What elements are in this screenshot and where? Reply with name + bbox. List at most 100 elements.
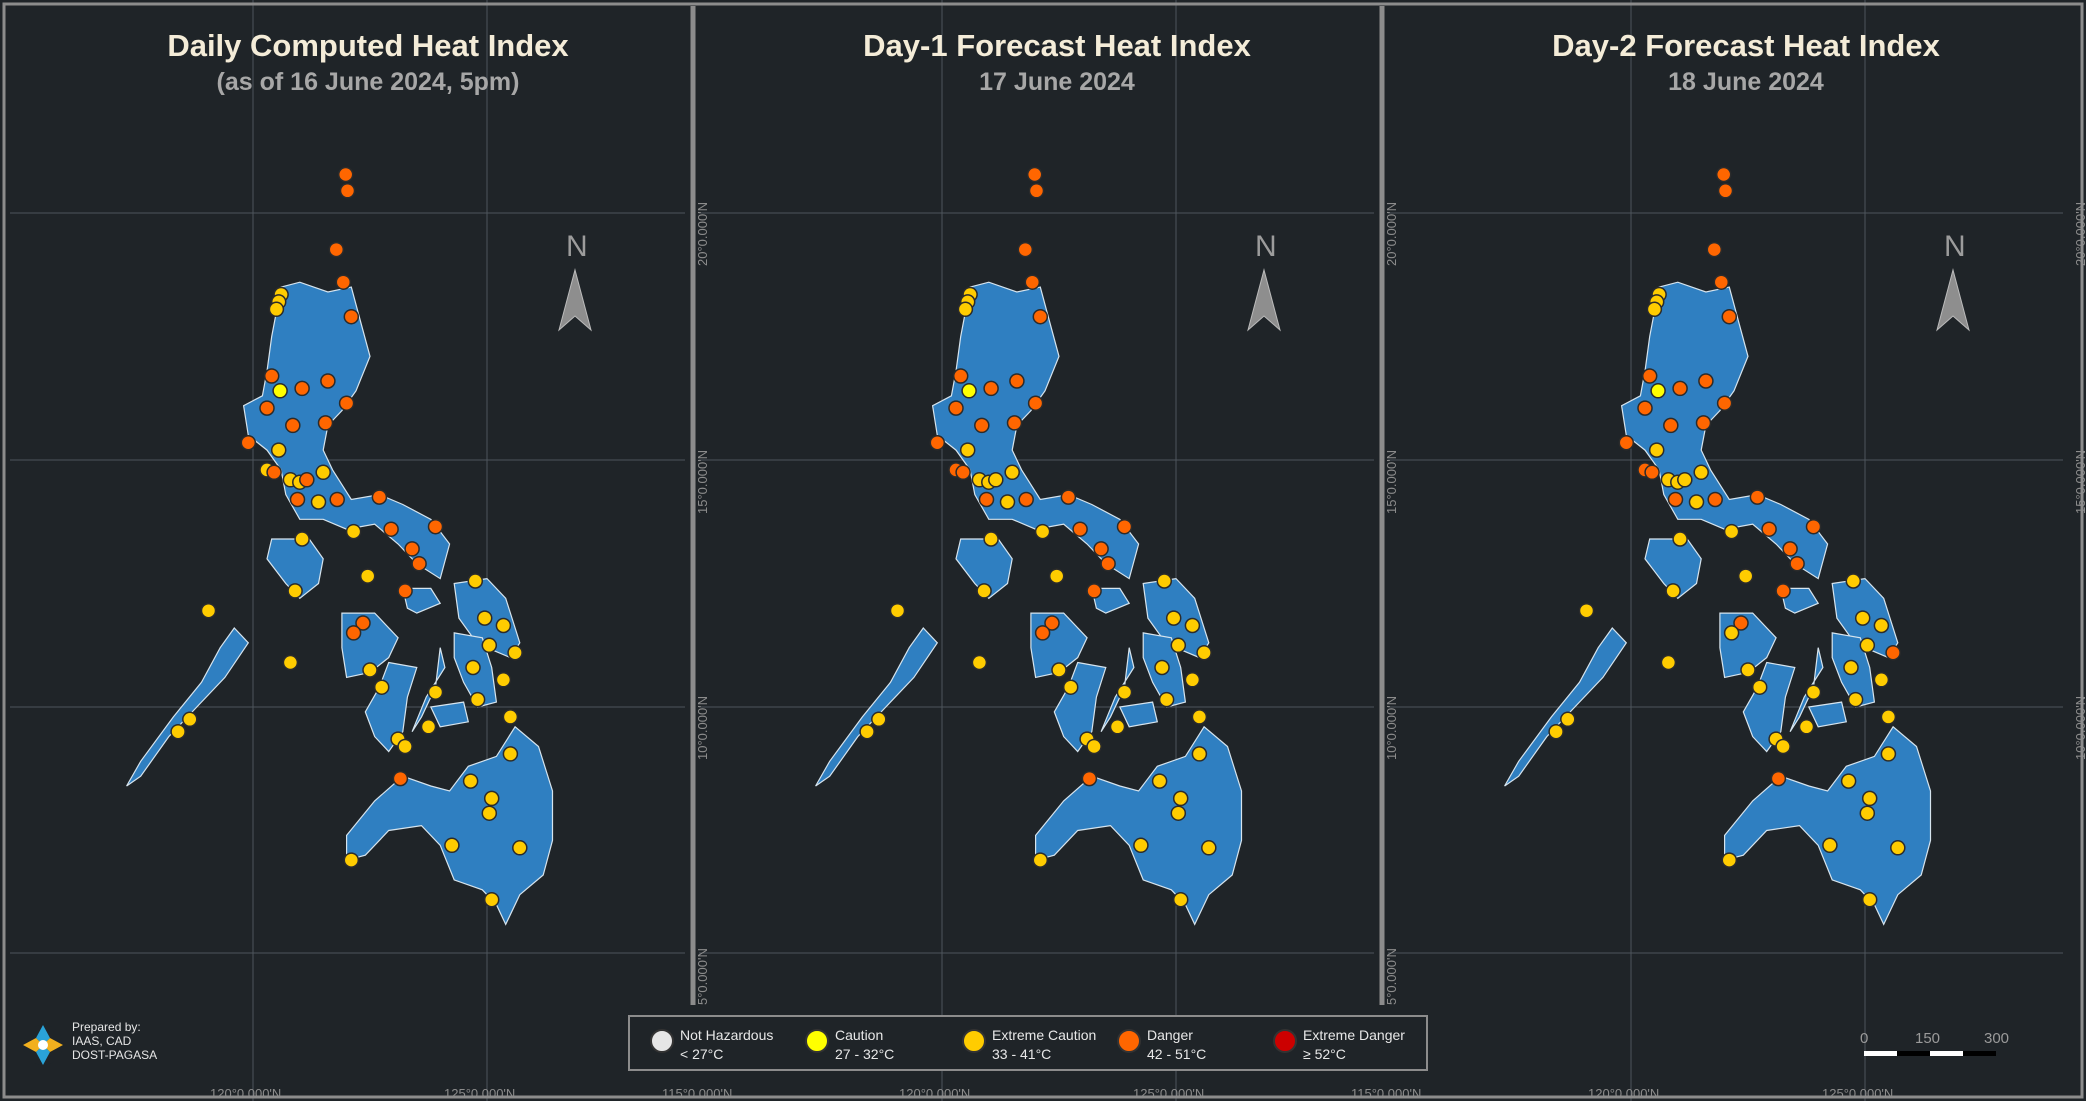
station-marker: [1843, 659, 1859, 676]
station-marker: [495, 617, 512, 634]
station-marker: [1749, 489, 1766, 505]
north-arrow-icon: [558, 268, 592, 332]
legend-label: Not Hazardous: [680, 1027, 774, 1043]
station-marker: [339, 183, 356, 199]
station-marker: [1158, 691, 1175, 708]
station-marker: [1706, 241, 1723, 258]
negros-island: [364, 661, 418, 753]
station-marker: [1775, 738, 1791, 755]
station-marker: [299, 472, 315, 488]
lat-label-10: 10°0.000'N: [695, 695, 710, 760]
station-marker: [971, 654, 988, 671]
station-marker: [1873, 672, 1890, 688]
station-marker: [1693, 464, 1709, 481]
station-marker: [462, 773, 479, 789]
legend-swatch: [1117, 1029, 1141, 1053]
station-marker: [1672, 531, 1688, 547]
station-marker: [1677, 472, 1693, 488]
station-marker: [1027, 395, 1044, 411]
legend: Not Hazardous < 27°C Caution 27 - 32°C Ext…: [628, 1015, 1428, 1071]
station-marker: [978, 491, 995, 508]
station-marker: [1873, 617, 1890, 634]
station-marker: [1721, 852, 1738, 868]
station-marker: [1172, 790, 1189, 807]
legend-label: Extreme Caution: [992, 1027, 1097, 1043]
station-marker: [1044, 615, 1060, 631]
station-marker: [871, 711, 887, 728]
lon-label-125: 125°0.000'N: [1822, 1086, 1894, 1101]
station-marker: [240, 434, 257, 451]
station-marker: [952, 368, 969, 384]
mindanao-island: [346, 725, 554, 926]
station-marker: [1861, 790, 1878, 807]
station-marker: [1081, 770, 1098, 787]
station-marker: [289, 491, 306, 508]
legend-range: 42 - 51°C: [1147, 1046, 1207, 1062]
station-marker: [1100, 555, 1116, 572]
station-marker: [1024, 274, 1041, 290]
station-marker: [1798, 719, 1815, 735]
station-marker: [1641, 368, 1658, 384]
station-marker: [343, 852, 360, 868]
station-marker: [1861, 891, 1878, 908]
map-panel-3: [1388, 0, 2063, 1101]
station-marker: [359, 568, 376, 584]
lat-label-10: 10°0.000'N: [1384, 695, 1399, 760]
station-marker: [1740, 662, 1756, 678]
credits-block: Prepared by: IAAS, CAD DOST-PAGASA: [20, 1018, 190, 1074]
station-marker: [1548, 723, 1564, 740]
station-marker: [1644, 464, 1660, 481]
station-marker: [1032, 852, 1049, 868]
station-marker: [285, 417, 301, 434]
mindoro-island: [266, 538, 324, 600]
station-marker: [282, 654, 299, 671]
station-marker: [481, 637, 498, 654]
station-marker: [1051, 662, 1067, 678]
station-marker: [1660, 654, 1677, 671]
legend-swatch: [650, 1029, 674, 1053]
station-marker: [397, 583, 413, 599]
station-marker: [495, 672, 512, 688]
station-marker: [1017, 241, 1034, 258]
station-marker: [373, 679, 390, 695]
mindanao-island: [1035, 725, 1243, 926]
station-marker: [1618, 434, 1635, 451]
palawan-island: [1504, 627, 1628, 787]
station-marker: [1707, 491, 1723, 508]
station-marker: [355, 615, 371, 631]
station-marker: [483, 891, 500, 908]
legend-label: Caution: [835, 1027, 884, 1043]
station-marker: [1695, 415, 1712, 431]
station-marker: [392, 770, 409, 787]
station-marker: [329, 491, 345, 508]
station-marker: [1854, 610, 1871, 626]
mindoro-island: [955, 538, 1013, 600]
station-marker: [481, 805, 498, 821]
station-marker: [889, 602, 906, 619]
scale-segment: [1897, 1051, 1930, 1056]
station-marker: [1048, 568, 1065, 584]
station-marker: [1716, 395, 1733, 411]
station-marker: [1637, 400, 1653, 416]
scale-segment: [1930, 1051, 1963, 1056]
station-marker: [270, 442, 287, 458]
panel-2-subtitle: 17 June 2024: [979, 68, 1135, 96]
station-marker: [929, 434, 946, 451]
panel-1-subtitle: (as of 16 June 2024, 5pm): [216, 68, 520, 96]
palawan-island: [815, 627, 939, 787]
scale-label: 150: [1915, 1030, 1941, 1047]
north-label: N: [1944, 230, 1966, 263]
station-marker: [200, 602, 217, 619]
station-marker: [1109, 719, 1126, 735]
prepared-by-unit: IAAS, CAD: [72, 1034, 132, 1048]
station-marker: [1062, 679, 1079, 695]
station-marker: [1578, 602, 1595, 619]
station-marker: [983, 531, 999, 547]
masbate-island: [1091, 587, 1131, 614]
lat-label-5: 5°0.000'N: [695, 948, 710, 1005]
station-marker: [338, 395, 355, 411]
station-marker: [345, 625, 362, 641]
station-marker: [1805, 684, 1822, 700]
station-marker: [371, 489, 388, 505]
